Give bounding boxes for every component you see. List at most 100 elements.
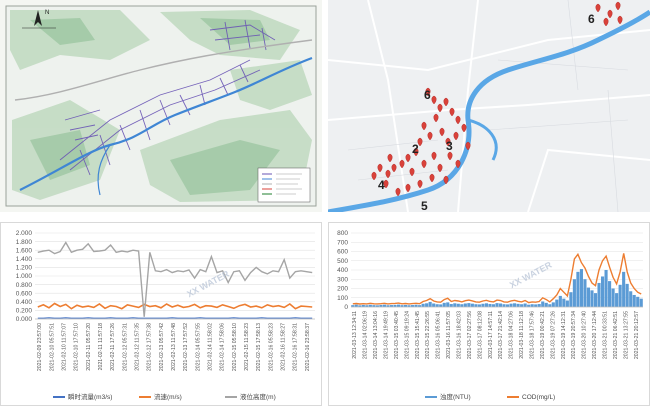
bar-mark bbox=[636, 296, 640, 307]
monitoring-marker-icon[interactable] bbox=[455, 115, 461, 125]
monitoring-marker-icon[interactable] bbox=[433, 113, 439, 123]
monitoring-marker-icon[interactable] bbox=[405, 183, 411, 193]
bar-mark bbox=[428, 301, 432, 307]
bar-mark bbox=[442, 302, 446, 307]
monitoring-marker-icon[interactable] bbox=[387, 153, 393, 163]
monitoring-marker-icon[interactable] bbox=[421, 121, 427, 131]
x-tick-label: 2021-03-17 21:42:14 bbox=[498, 311, 504, 359]
x-tick-label: 2021-02-11 05:57:20 bbox=[86, 323, 92, 371]
monitoring-marker-icon[interactable] bbox=[377, 163, 383, 173]
monitoring-marker-icon[interactable] bbox=[449, 107, 455, 117]
x-tick-label: 2021-02-12 11:57:35 bbox=[134, 323, 140, 371]
bar-mark bbox=[498, 303, 503, 307]
y-tick-label: 600 bbox=[337, 249, 348, 256]
series-line bbox=[37, 241, 313, 317]
monitoring-marker-icon[interactable] bbox=[453, 131, 459, 141]
bar-mark bbox=[368, 304, 372, 307]
bar-mark bbox=[604, 270, 608, 307]
monitoring-marker-icon[interactable] bbox=[385, 169, 391, 179]
legend-label[interactable]: COD(mg/L) bbox=[522, 394, 555, 401]
bar-mark bbox=[622, 271, 626, 307]
bar-mark bbox=[432, 303, 436, 307]
monitoring-marker-icon[interactable] bbox=[617, 15, 623, 25]
monitoring-marker-icon[interactable] bbox=[383, 179, 389, 189]
bar-mark bbox=[541, 301, 545, 307]
legend-label[interactable]: 液位高度(m) bbox=[240, 392, 276, 401]
bar-mark bbox=[555, 299, 559, 307]
monitoring-marker-icon[interactable] bbox=[447, 151, 453, 161]
x-tick-label: 2021-03-21 00:33:51 bbox=[603, 311, 609, 359]
x-tick-label: 2021-03-14 13:04:16 bbox=[373, 311, 379, 359]
bar-mark bbox=[516, 303, 520, 307]
bar-mark bbox=[534, 304, 538, 307]
monitoring-marker-icon[interactable] bbox=[431, 151, 437, 161]
monitoring-marker-icon[interactable] bbox=[417, 137, 423, 147]
x-tick-label: 2021-02-09 23:57:00 bbox=[37, 323, 43, 371]
monitoring-marker-icon[interactable] bbox=[443, 97, 449, 107]
monitoring-marker-icon[interactable] bbox=[417, 179, 423, 189]
y-tick-label: 1.000 bbox=[16, 273, 33, 280]
bar-mark bbox=[375, 305, 379, 307]
monitoring-marker-icon[interactable] bbox=[391, 163, 397, 173]
monitoring-marker-icon[interactable] bbox=[395, 187, 401, 197]
monitoring-marker-icon[interactable] bbox=[595, 3, 601, 13]
monitoring-marker-icon[interactable] bbox=[455, 159, 461, 169]
monitoring-marker-icon[interactable] bbox=[445, 137, 451, 147]
y-tick-label: 100 bbox=[337, 295, 348, 302]
bar-mark bbox=[572, 279, 576, 307]
monitoring-marker-icon[interactable] bbox=[429, 173, 435, 183]
monitoring-marker-icon[interactable] bbox=[421, 159, 427, 169]
monitoring-markers bbox=[371, 1, 623, 197]
terrain-dark bbox=[30, 18, 280, 195]
x-tick-label: 2021-02-15 05:58:10 bbox=[232, 323, 238, 371]
monitoring-marker-icon[interactable] bbox=[437, 103, 443, 113]
river bbox=[19, 56, 313, 191]
x-tick-label: 2021-03-21 20:12:57 bbox=[634, 311, 640, 359]
legend-label[interactable]: 浊度(NTU) bbox=[440, 392, 471, 401]
monitoring-marker-icon[interactable] bbox=[437, 163, 443, 173]
x-tick-label: 2021-03-13 12:34:11 bbox=[352, 311, 358, 359]
monitoring-marker-icon[interactable] bbox=[607, 9, 613, 19]
x-tick-label: 2021-02-11 11:57:18 bbox=[98, 323, 104, 371]
x-tick-label: 2021-03-15 22:26:55 bbox=[425, 311, 431, 359]
monitoring-marker-icon[interactable] bbox=[409, 167, 415, 177]
monitoring-marker-icon[interactable] bbox=[461, 123, 467, 133]
bar-mark bbox=[579, 269, 583, 307]
legend-label[interactable]: 流速(m/s) bbox=[154, 392, 182, 401]
bar-mark bbox=[495, 303, 499, 307]
bar-mark bbox=[351, 305, 355, 307]
monitoring-marker-icon[interactable] bbox=[399, 159, 405, 169]
x-tick-label: 2021-03-18 17:57:46 bbox=[530, 311, 536, 359]
bar-mark bbox=[421, 303, 425, 307]
monitoring-marker-icon[interactable] bbox=[603, 17, 609, 27]
monitoring-marker-icon[interactable] bbox=[413, 147, 419, 157]
bar-mark bbox=[460, 304, 464, 307]
y-tick-label: 700 bbox=[337, 239, 348, 246]
x-tick-label: 2021-02-12 05:57:31 bbox=[122, 323, 128, 371]
monitoring-marker-icon[interactable] bbox=[439, 127, 445, 137]
map-legend bbox=[257, 167, 311, 203]
monitoring-marker-icon[interactable] bbox=[405, 153, 411, 163]
bar-mark bbox=[467, 303, 471, 307]
bar-mark bbox=[583, 279, 587, 307]
monitoring-marker-icon[interactable] bbox=[465, 141, 471, 151]
monitoring-marker-icon[interactable] bbox=[443, 175, 449, 185]
bar-mark bbox=[463, 303, 467, 307]
planning-map: N bbox=[0, 0, 322, 212]
monitoring-marker-icon[interactable] bbox=[431, 95, 437, 105]
x-tick-label: 2021-02-10 05:57:51 bbox=[49, 323, 55, 371]
bar-mark bbox=[569, 292, 573, 307]
monitoring-marker-icon[interactable] bbox=[425, 87, 431, 97]
monitoring-marker-icon[interactable] bbox=[427, 131, 433, 141]
legend-label[interactable]: 瞬时流量(m3/s) bbox=[68, 392, 112, 401]
bar-mark bbox=[386, 305, 390, 307]
x-tick-label: 2021-03-19 00:42:21 bbox=[540, 311, 546, 359]
monitoring-marker-icon[interactable] bbox=[615, 1, 621, 11]
flow-chart-panel: 2.000 1.800 1.600 1.400 1.200 1.000 0.800 0.600… bbox=[0, 222, 322, 406]
zone-label-6-top: 6 bbox=[588, 12, 595, 26]
monitoring-marker-icon[interactable] bbox=[371, 171, 377, 181]
y-tick-label: 200 bbox=[337, 286, 348, 293]
y-tick-label: 500 bbox=[337, 258, 348, 265]
bar-mark bbox=[586, 287, 591, 307]
y-tick-label: 0.200 bbox=[16, 308, 33, 315]
